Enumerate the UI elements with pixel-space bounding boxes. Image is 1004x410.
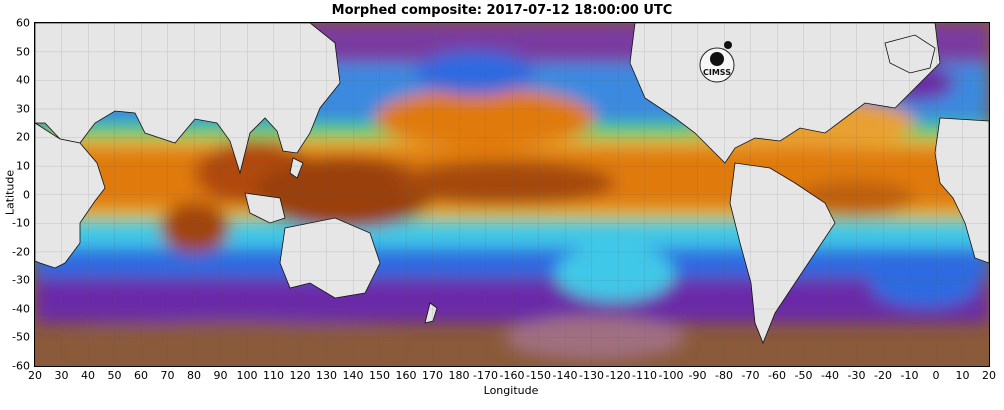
x-tick-label: -60: [768, 369, 786, 382]
x-tick-label: 110: [263, 369, 284, 382]
y-axis-label: Latitude: [3, 169, 17, 216]
x-tick-label: -70: [741, 369, 760, 382]
x-tick-label: -170: [473, 369, 498, 382]
x-tick-label: 140: [342, 369, 364, 382]
water-vapor-map: CIMSS: [35, 23, 989, 366]
y-tick-label: 20: [16, 130, 30, 144]
x-tick-label: 100: [236, 369, 258, 382]
x-tick-label: 50: [107, 369, 122, 382]
y-tick-label: 10: [16, 159, 30, 173]
x-tick-label: 10: [955, 369, 970, 382]
x-tick-label: 150: [369, 369, 390, 382]
cimss-logo: CIMSS: [699, 41, 735, 83]
x-tick-label: 20: [982, 369, 996, 382]
y-tick-label: -40: [12, 302, 30, 316]
x-tick-label: -100: [658, 369, 684, 382]
x-tick-label: -110: [632, 369, 657, 382]
map-panel[interactable]: CIMSS: [34, 22, 990, 367]
x-tick-label: -40: [821, 369, 839, 382]
logo-text: CIMSS: [703, 68, 731, 77]
graticule: [35, 23, 989, 366]
x-tick-label: -20: [874, 369, 892, 382]
x-tick-label: -90: [688, 369, 707, 382]
x-tick-label: -50: [794, 369, 813, 382]
y-tick-label: -60: [12, 359, 30, 373]
x-tick-label: 180: [448, 369, 470, 382]
x-tick-label: 120: [289, 369, 311, 382]
x-tick-label: 40: [81, 369, 95, 382]
x-tick-label: 170: [422, 369, 443, 382]
x-tick-label: -10: [900, 369, 919, 382]
x-tick-label: -160: [499, 369, 525, 382]
y-tick-label: -10: [12, 216, 30, 230]
x-tick-label: 60: [134, 369, 148, 382]
y-tick-label: -50: [12, 330, 30, 344]
y-tick-label: -20: [12, 245, 30, 259]
x-tick-label: 90: [213, 369, 228, 382]
x-tick-label: 70: [160, 369, 175, 382]
y-tick-label: 40: [16, 73, 30, 87]
y-tick-label: -30: [12, 273, 30, 287]
x-tick-label: -120: [605, 369, 631, 382]
x-tick-label: 130: [316, 369, 337, 382]
x-tick-label: -130: [579, 369, 604, 382]
x-tick-label: 0: [932, 369, 940, 382]
x-tick-label: 30: [54, 369, 69, 382]
x-tick-label: -150: [526, 369, 551, 382]
x-tick-label: 80: [187, 369, 201, 382]
x-tick-label: 160: [395, 369, 417, 382]
x-tick-label: -140: [552, 369, 578, 382]
x-axis-label: Longitude: [483, 384, 539, 397]
y-tick-label: 30: [16, 102, 30, 116]
y-tick-label: 60: [16, 16, 30, 30]
y-tick-label: 0: [23, 188, 30, 201]
x-tick-label: 20: [28, 369, 42, 382]
x-tick-label: -80: [715, 369, 733, 382]
y-tick-label: 50: [16, 45, 30, 59]
map-title: Morphed composite: 2017-07-12 18:00:00 U…: [331, 3, 673, 18]
x-tick-label: -30: [847, 369, 866, 382]
